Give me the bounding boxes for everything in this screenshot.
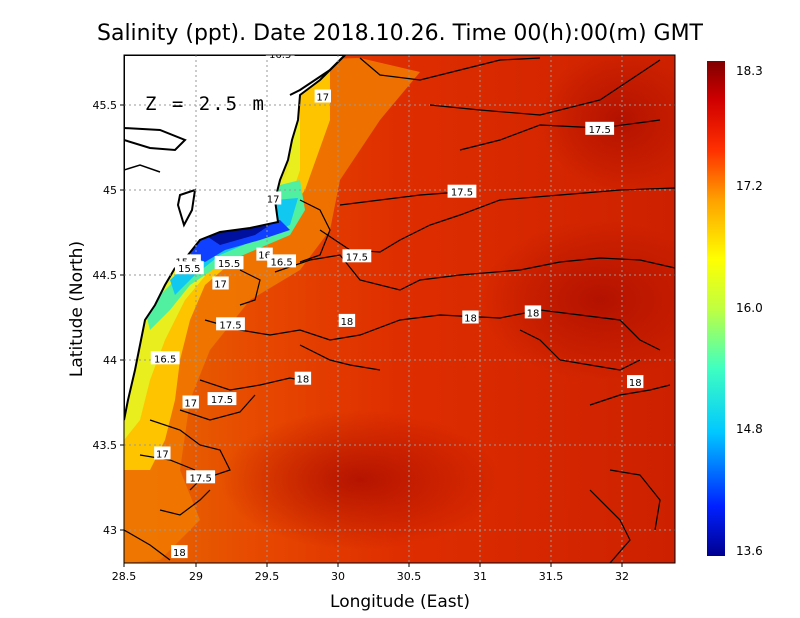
contour-label-text: 15.5 — [218, 259, 240, 270]
colorbar-tick-label: 17.2 — [736, 179, 763, 193]
contour-label: 17.5 — [207, 392, 237, 406]
plot-area: 16.51717.517.51717.51616.515.515.515.517… — [124, 50, 675, 563]
contour-label: 17 — [182, 395, 199, 410]
contour-label-text: 17 — [184, 399, 197, 410]
contour-label: 18 — [627, 375, 644, 389]
x-tick-label: 28.5 — [112, 570, 137, 583]
x-tick-label: 29.5 — [255, 570, 280, 583]
contour-label-text: 17.5 — [211, 395, 233, 406]
contour-label: 16.5 — [150, 351, 180, 365]
contour-label-text: 17 — [156, 450, 169, 461]
contour-label-text: 18 — [629, 378, 642, 389]
contour-label: 16.5 — [267, 254, 297, 268]
x-tick-labels: 28.5 29 29.5 30 30.5 31 31.5 32 — [112, 570, 629, 583]
contour-label-text: 18 — [341, 317, 354, 328]
contour-label-text: 17.5 — [451, 188, 473, 199]
contour-label-text: 17.5 — [219, 320, 241, 331]
x-tick-label: 31.5 — [539, 570, 564, 583]
y-tick-label: 44 — [103, 354, 117, 367]
contour-label: 17 — [212, 276, 229, 291]
x-tick-label: 31 — [473, 570, 487, 583]
contour-label: 17.5 — [216, 317, 245, 331]
x-tick-label: 29 — [189, 570, 203, 583]
contour-label: 18 — [338, 313, 356, 328]
plot-frame — [123, 54, 676, 564]
colorbar-tick-label: 13.6 — [736, 544, 763, 558]
contour-label: 17.5 — [447, 184, 477, 199]
contour-label: 17 — [314, 89, 331, 104]
contour-label-text: 15.5 — [178, 264, 200, 275]
colorbar-tick-label: 18.3 — [736, 64, 763, 78]
contour-label-text: 17 — [316, 93, 329, 104]
contour-label: 17.5 — [342, 249, 372, 263]
contour-label: 18 — [524, 305, 542, 319]
x-tick-label: 30 — [331, 570, 345, 583]
colorbar-gradient — [707, 61, 725, 556]
depth-annotation: Z = 2.5 m — [145, 93, 266, 115]
contour-label-text: 17 — [267, 195, 280, 206]
colorbar-tick-label: 14.8 — [736, 422, 763, 436]
contour-label: 15.5 — [174, 261, 204, 275]
contour-label-text: 17.5 — [589, 125, 611, 136]
y-tick-label: 45.5 — [93, 99, 118, 112]
y-tick-label: 43 — [103, 524, 117, 537]
contour-label-text: 16.5 — [270, 257, 292, 268]
y-axis-label: Latitude (North) — [67, 241, 87, 377]
contour-label-text: 18 — [173, 548, 186, 559]
y-tick-label: 43.5 — [93, 439, 118, 452]
contour-label-text: 16.5 — [269, 50, 291, 61]
contour-label-text: 17.5 — [190, 473, 212, 484]
y-tick-labels: 45.5 45 44.5 44 43.5 43 — [93, 99, 118, 537]
contour-label: 17 — [154, 446, 171, 461]
y-tick-label: 45 — [103, 184, 117, 197]
contour-label-text: 17 — [214, 280, 227, 291]
graticule — [124, 55, 675, 563]
x-axis-label: Longitude (East) — [330, 592, 470, 612]
contour-label-text: 18 — [464, 314, 477, 325]
contour-label: 16.5 — [265, 50, 295, 61]
x-tick-label: 32 — [615, 570, 629, 583]
map-title: Salinity (ppt). Date 2018.10.26. Time 00… — [97, 21, 704, 46]
contour-label: 15.5 — [214, 256, 244, 270]
contour-label-text: 16 — [258, 251, 271, 262]
contour-label: 17 — [264, 191, 282, 206]
contour-label-text: 16.5 — [154, 354, 176, 365]
colorbar-tick-label: 16.0 — [736, 301, 763, 315]
contour-label: 17.5 — [585, 121, 615, 136]
contour-label: 18 — [462, 310, 479, 325]
contour-label: 18 — [294, 371, 312, 386]
contour-label-text: 18 — [297, 375, 310, 386]
contour-label: 17.5 — [186, 470, 216, 484]
contour-label: 18 — [171, 545, 188, 559]
contour-labels: 16.51717.517.51717.51616.515.515.515.517… — [150, 50, 644, 559]
x-tick-label: 30.5 — [397, 570, 422, 583]
colorbar: 18.3 17.2 16.0 14.8 13.6 — [707, 61, 763, 558]
y-tick-label: 44.5 — [93, 269, 118, 282]
contour-label-text: 17.5 — [346, 252, 368, 263]
contour-label-text: 18 — [527, 308, 540, 319]
